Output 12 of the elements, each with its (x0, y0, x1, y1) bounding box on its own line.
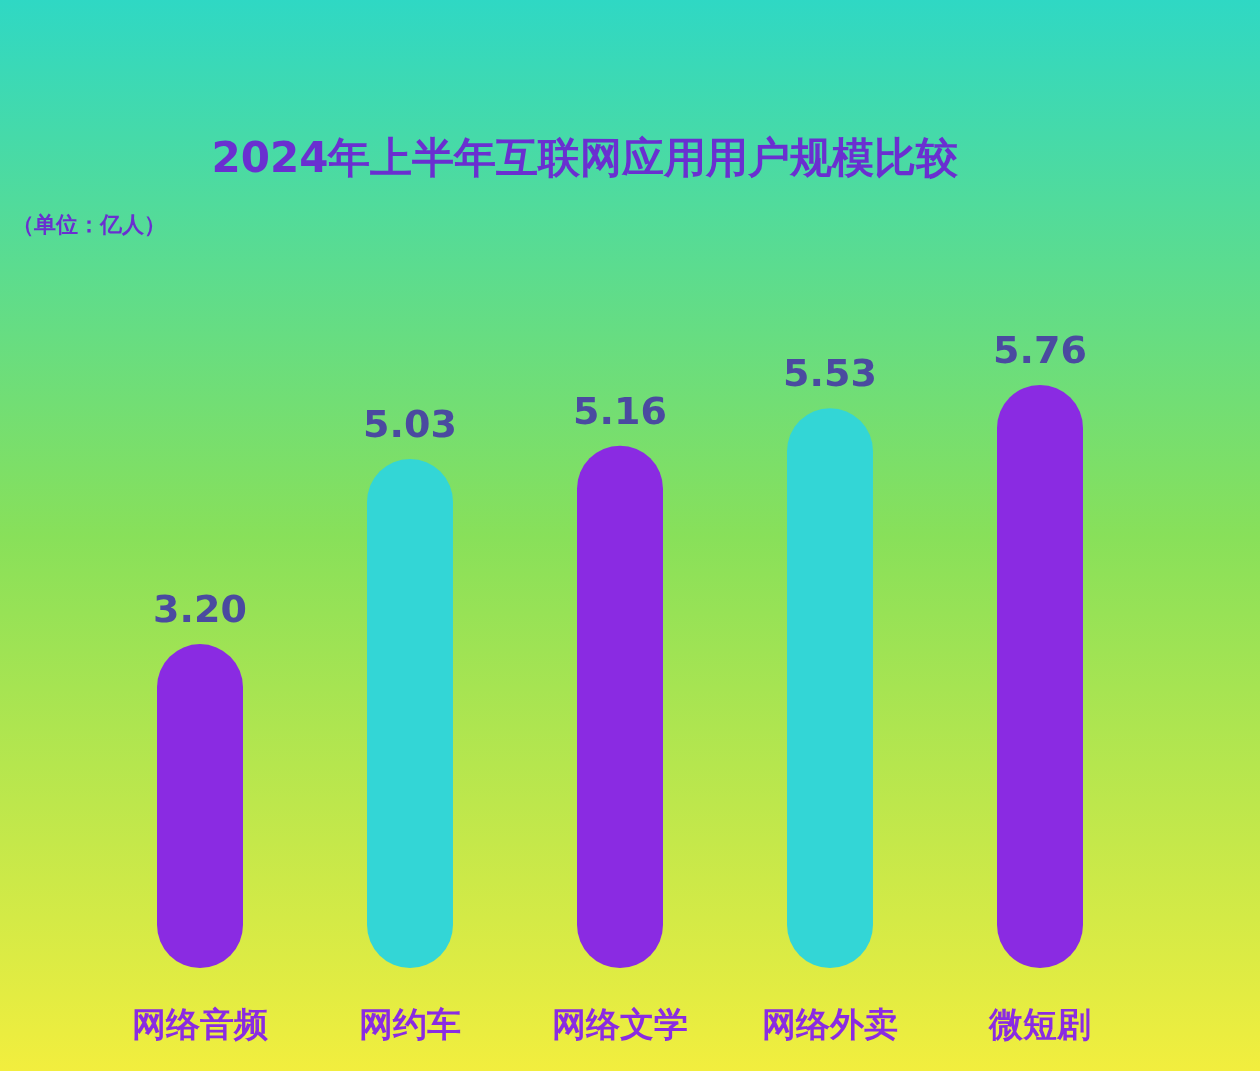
annotation: （单位：亿人） (12, 212, 166, 237)
x-tick-label: 网络外卖 (762, 1004, 898, 1044)
data-label: 5.76 (993, 328, 1087, 372)
x-tick-label: 网约车 (359, 1004, 461, 1044)
data-label: 5.03 (363, 401, 457, 446)
data-label: 5.16 (573, 388, 667, 433)
title: 2024年上半年互联网应用用户规模比较 (211, 133, 959, 182)
x-tick-label: 网络音频 (132, 1004, 268, 1044)
x-tick-label: 网络文学 (552, 1004, 688, 1044)
data-label: 5.53 (783, 351, 877, 396)
data-label: 3.20 (153, 587, 247, 632)
x-tick-label: 微短剧 (989, 1004, 1091, 1044)
